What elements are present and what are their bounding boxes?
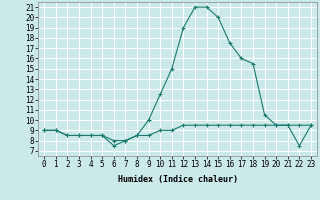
X-axis label: Humidex (Indice chaleur): Humidex (Indice chaleur) — [118, 175, 238, 184]
